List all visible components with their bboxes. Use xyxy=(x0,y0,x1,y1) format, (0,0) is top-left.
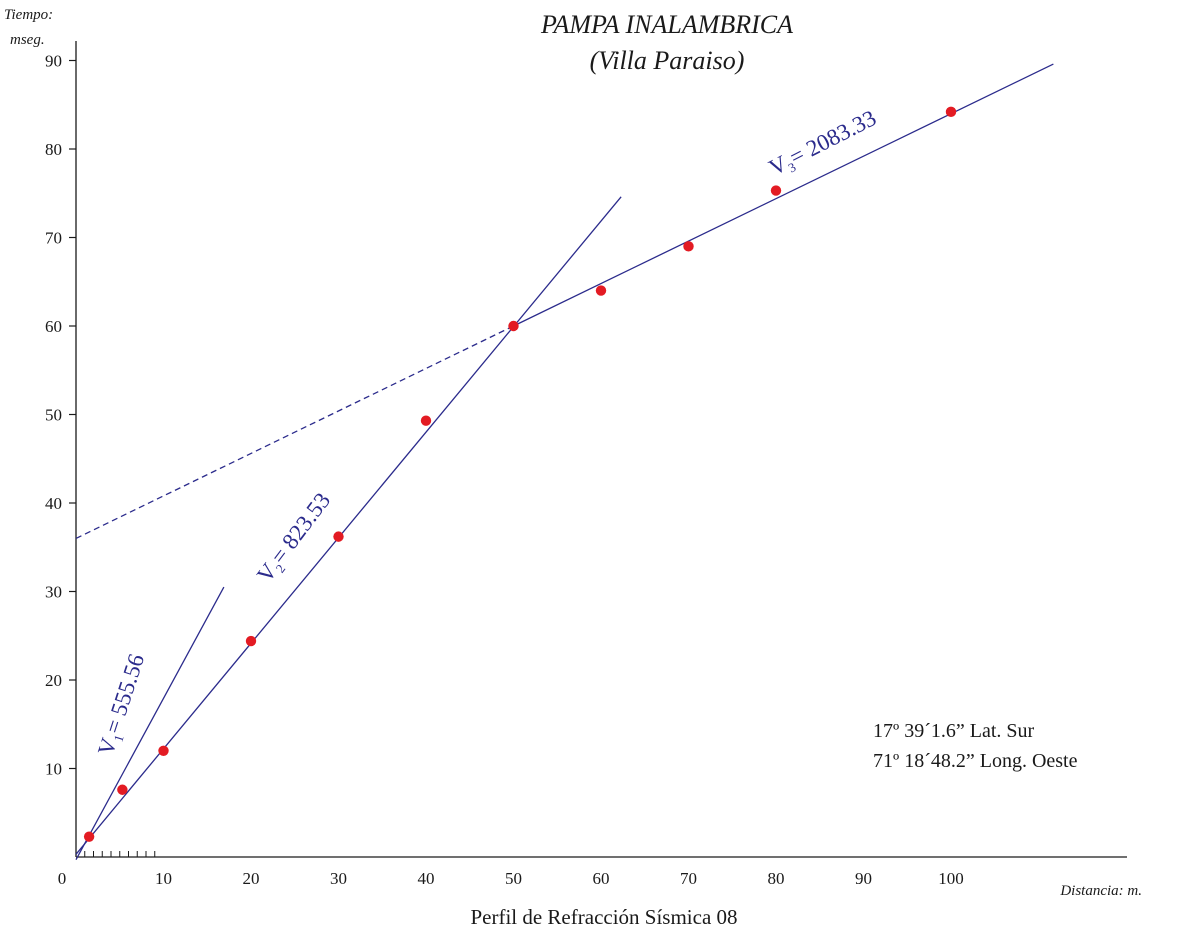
velocity-line-2 xyxy=(75,196,622,855)
x-tick-label: 60 xyxy=(593,869,610,888)
coordinates-longitude: 71º 18´48.2” Long. Oeste xyxy=(873,750,1078,772)
velocity-line-1 xyxy=(75,586,225,860)
y-axis-label-line2: mseg. xyxy=(10,32,45,48)
y-tick-label: 20 xyxy=(45,671,62,690)
data-point xyxy=(83,831,95,842)
velocity-label-v1: V1= 555.56 xyxy=(93,651,152,760)
velocity-line-3 xyxy=(513,63,1054,327)
data-point xyxy=(945,106,957,118)
y-axis-label-line1: Tiempo: xyxy=(4,7,53,23)
chart-title: PAMPA INALAMBRICA xyxy=(540,10,793,39)
y-tick-label: 70 xyxy=(45,229,62,248)
y-tick-label: 90 xyxy=(45,52,62,71)
x-tick-label: 100 xyxy=(938,869,964,888)
chart-caption: Perfil de Refracción Sísmica 08 xyxy=(470,905,737,929)
velocity-label-v2: V2= 823.53 xyxy=(252,488,338,589)
y-tick-label: 40 xyxy=(45,494,62,513)
y-tick-label: 30 xyxy=(45,583,62,602)
chart-subtitle: (Villa Paraiso) xyxy=(590,46,745,75)
velocity-label-v3: V3= 2083.33 xyxy=(765,105,882,183)
x-tick-label: 80 xyxy=(768,869,785,888)
data-point xyxy=(420,415,432,426)
x-tick-label: 20 xyxy=(243,869,260,888)
y-tick-label: 60 xyxy=(45,317,62,336)
extrapolated-line-dashed xyxy=(75,325,514,539)
x-tick-label: 30 xyxy=(330,869,347,888)
coordinates-latitude: 17º 39´1.6” Lat. Sur xyxy=(873,720,1035,742)
data-point xyxy=(333,531,344,542)
data-point xyxy=(770,185,782,196)
data-point xyxy=(117,784,128,795)
data-point xyxy=(595,285,607,296)
y-tick-label: 10 xyxy=(45,760,62,779)
data-point xyxy=(683,241,694,252)
x-tick-label: 40 xyxy=(418,869,435,888)
y-tick-label: 80 xyxy=(45,140,62,159)
x-tick-label: 70 xyxy=(680,869,697,888)
x-tick-label: 50 xyxy=(505,869,522,888)
x-tick-label: 90 xyxy=(855,869,872,888)
data-point xyxy=(508,320,519,332)
y-tick-label: 50 xyxy=(45,406,62,425)
x-axis-label: Distancia: m. xyxy=(1059,883,1142,899)
x-tick-label: 10 xyxy=(155,869,172,888)
x-tick-label: 0 xyxy=(58,869,67,888)
data-point xyxy=(245,635,257,647)
data-point xyxy=(158,745,169,756)
